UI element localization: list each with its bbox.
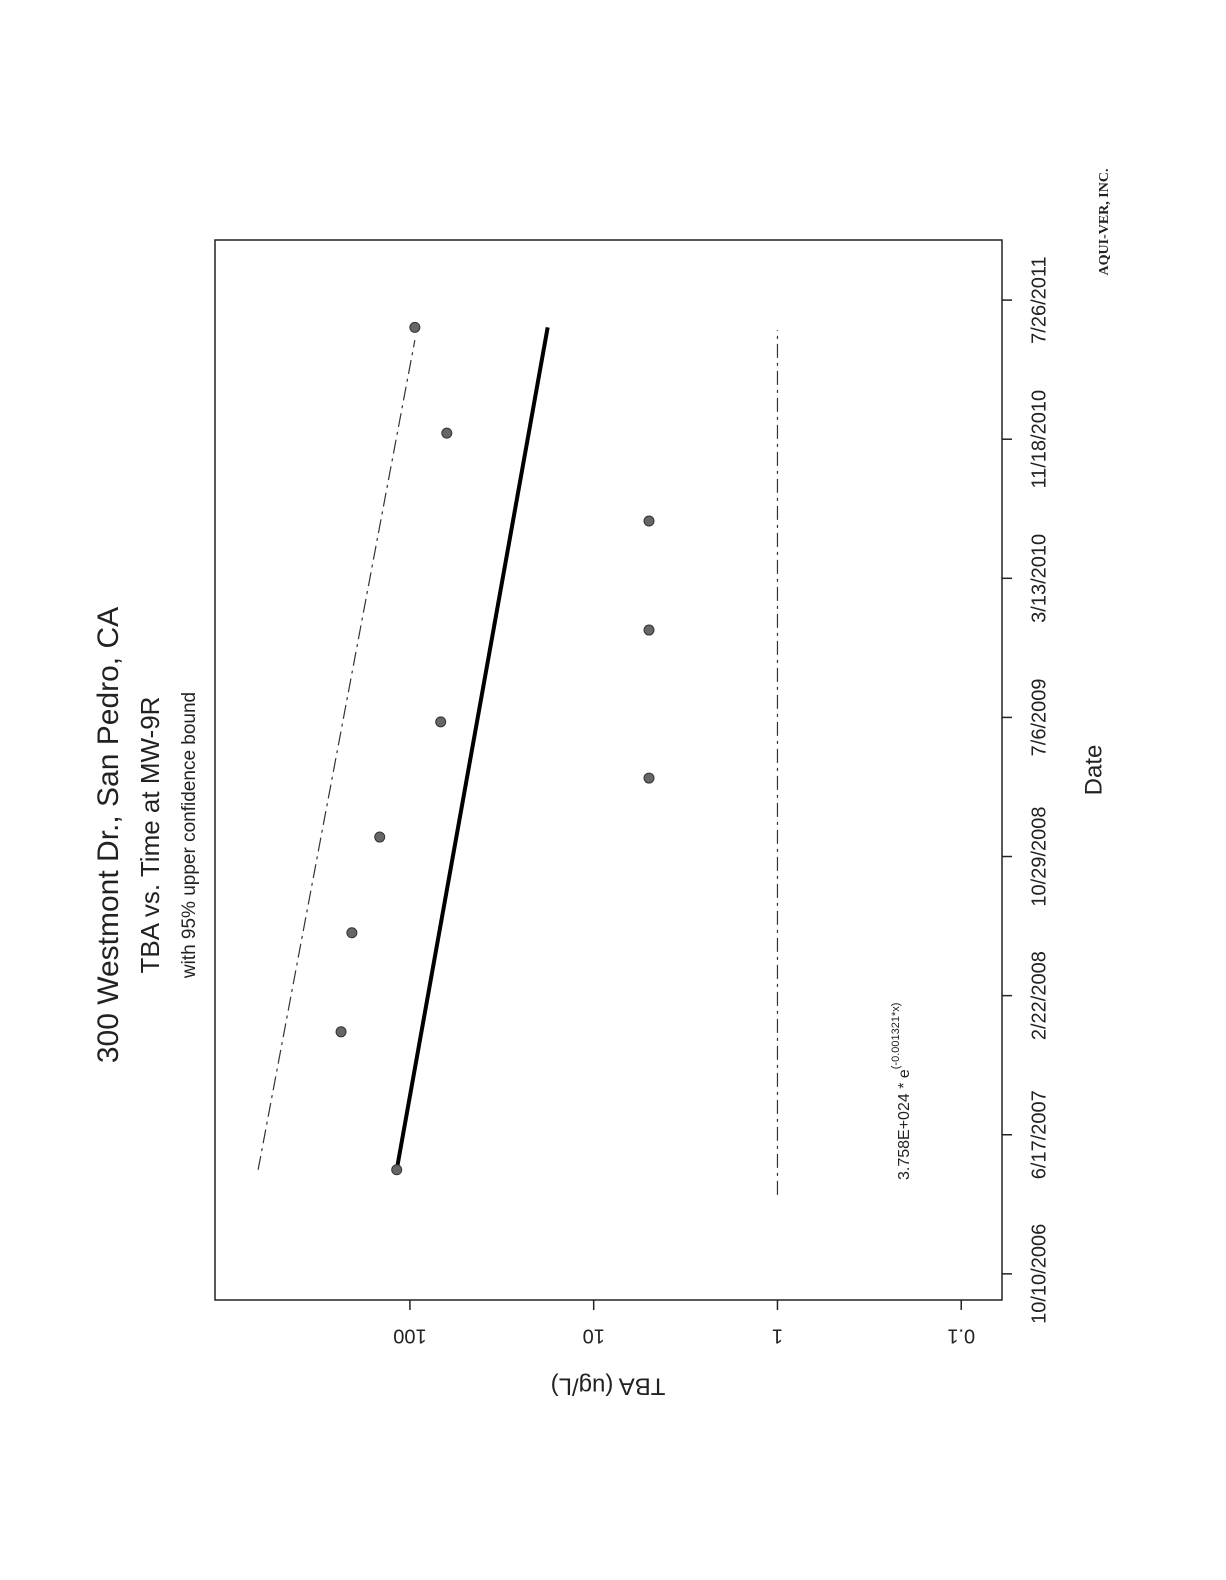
x-tick-label: 7/26/2011 [1028,256,1050,344]
plot-frame [214,239,1003,1301]
y-tick-label: 10 [583,1325,605,1347]
y-tick-label: 1 [772,1325,783,1347]
x-tick-label: 6/17/2007 [1028,1090,1050,1179]
data-point [441,427,453,439]
chart-subtitle: TBA vs. Time at MW-9R [135,697,165,974]
equation-exponent: (-0.001321*x) [890,1003,902,1070]
y-tick-label: 0.1 [947,1325,975,1347]
rotated-chart: 300 Westmont Dr., San Pedro, CA TBA vs. … [92,169,1112,1400]
x-tick-label: 10/29/2008 [1028,806,1050,906]
credit: AQUI-VER, INC. [1097,169,1112,276]
data-point [643,515,655,527]
data-point [643,772,655,784]
data-point [643,624,655,636]
x-tick-label: 10/10/2006 [1028,1224,1050,1324]
data-point [391,1164,403,1176]
data-point [435,716,447,728]
x-tick-label: 2/22/2008 [1028,951,1050,1040]
bound-line [257,340,416,1170]
data-point [335,1026,347,1038]
y-tick-label: 100 [393,1325,426,1347]
data-point [374,831,386,843]
data-point [409,321,421,333]
data-point [346,927,358,939]
x-axis-label: Date [1080,745,1107,796]
y-axis-label: TBA (ug/L) [551,1373,666,1400]
x-tick-label: 11/18/2010 [1028,390,1050,489]
chart-title: 300 Westmont Dr., San Pedro, CA [92,607,125,1063]
fit-line [394,327,550,1171]
chart-caption: with 95% upper confidence bound [179,692,200,979]
equation-base: 3.758E+024 * e [896,1069,913,1180]
equation: 3.758E+024 * e(-0.001321*x) [890,1003,913,1180]
x-tick-label: 7/6/2009 [1028,678,1050,756]
x-tick-label: 3/13/2010 [1028,534,1050,623]
